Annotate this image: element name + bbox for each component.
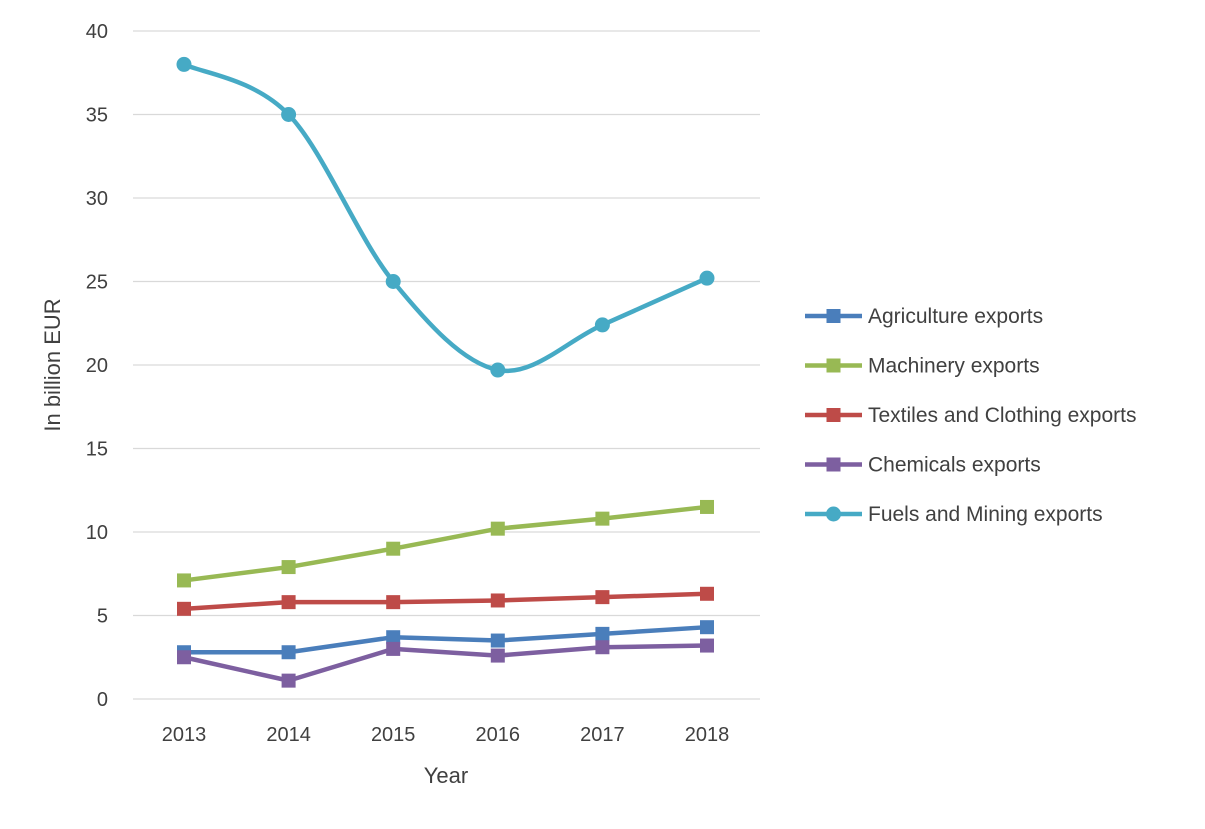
data-point (281, 560, 296, 575)
legend-marker (826, 506, 841, 522)
y-tick-label: 25 (86, 272, 108, 294)
y-axis-title: In billion EUR (40, 298, 65, 431)
y-tick-label: 35 (86, 105, 108, 127)
data-point (177, 573, 191, 588)
x-tick-label: 2017 (580, 724, 625, 746)
legend-label: Machinery exports (868, 355, 1040, 378)
y-tick-label: 0 (97, 689, 108, 711)
data-point (386, 630, 401, 645)
series-line (181, 643, 710, 683)
legend-item: Agriculture exports (805, 305, 1043, 328)
data-point (700, 586, 714, 601)
series-fuels-and-mining-exports (176, 56, 715, 378)
x-axis-ticks: 2013 2014 2015 2016 2017 2018 (162, 724, 730, 746)
data-point (386, 641, 401, 656)
data-point (385, 274, 401, 289)
data-point (490, 521, 505, 536)
data-point (281, 595, 296, 610)
y-tick-label: 40 (86, 21, 108, 43)
x-tick-label: 2015 (371, 724, 416, 746)
series-line (181, 624, 710, 655)
y-axis-ticks: 0 5 10 15 20 25 30 35 40 (86, 21, 108, 711)
data-point (700, 499, 714, 514)
data-point (700, 638, 714, 653)
x-tick-label: 2018 (685, 724, 730, 746)
legend-item: Textiles and Clothing exports (805, 404, 1136, 427)
legend-item: Machinery exports (805, 355, 1040, 378)
x-tick-label: 2016 (476, 724, 521, 746)
series-line (181, 504, 710, 583)
data-point (490, 593, 505, 608)
data-point (595, 590, 610, 605)
data-point (386, 541, 401, 556)
legend-label: Chemicals exports (868, 454, 1041, 477)
data-point (595, 640, 610, 655)
y-tick-label: 20 (86, 355, 108, 377)
legend-label: Textiles and Clothing exports (868, 404, 1136, 427)
y-tick-label: 10 (86, 522, 108, 544)
legend-item: Chemicals exports (805, 454, 1041, 477)
data-point (490, 362, 506, 378)
data-point (700, 620, 714, 635)
series-machinery-exports (177, 499, 714, 588)
gridlines (133, 30, 760, 700)
data-point (281, 673, 296, 688)
y-tick-label: 15 (86, 439, 108, 461)
data-point (490, 633, 505, 648)
y-tick-label: 30 (86, 188, 108, 210)
data-point (594, 317, 610, 333)
data-point (281, 645, 296, 660)
x-axis-title: Year (424, 763, 468, 788)
legend: Agriculture exports Machinery exports Text… (805, 305, 1136, 526)
legend-label: Agriculture exports (868, 305, 1043, 328)
data-point (595, 626, 610, 641)
data-point (177, 650, 191, 665)
data-point (490, 648, 505, 663)
legend-marker (826, 457, 841, 472)
data-point (386, 595, 401, 610)
x-tick-label: 2013 (162, 724, 207, 746)
legend-label: Fuels and Mining exports (868, 503, 1103, 526)
legend-marker (826, 309, 841, 323)
series-lines (176, 56, 715, 688)
data-point (177, 601, 191, 616)
x-tick-label: 2014 (266, 724, 311, 746)
data-point (595, 511, 610, 526)
data-point (176, 56, 192, 72)
series-textiles-and-clothing-exports (177, 586, 714, 616)
legend-item: Fuels and Mining exports (805, 503, 1103, 526)
data-point (281, 107, 297, 122)
series-line (181, 62, 710, 374)
series-line (181, 591, 710, 612)
series-chemicals-exports (177, 638, 714, 688)
legend-marker (826, 358, 841, 373)
data-point (699, 270, 715, 286)
y-tick-label: 5 (97, 606, 108, 628)
legend-marker (826, 408, 841, 422)
